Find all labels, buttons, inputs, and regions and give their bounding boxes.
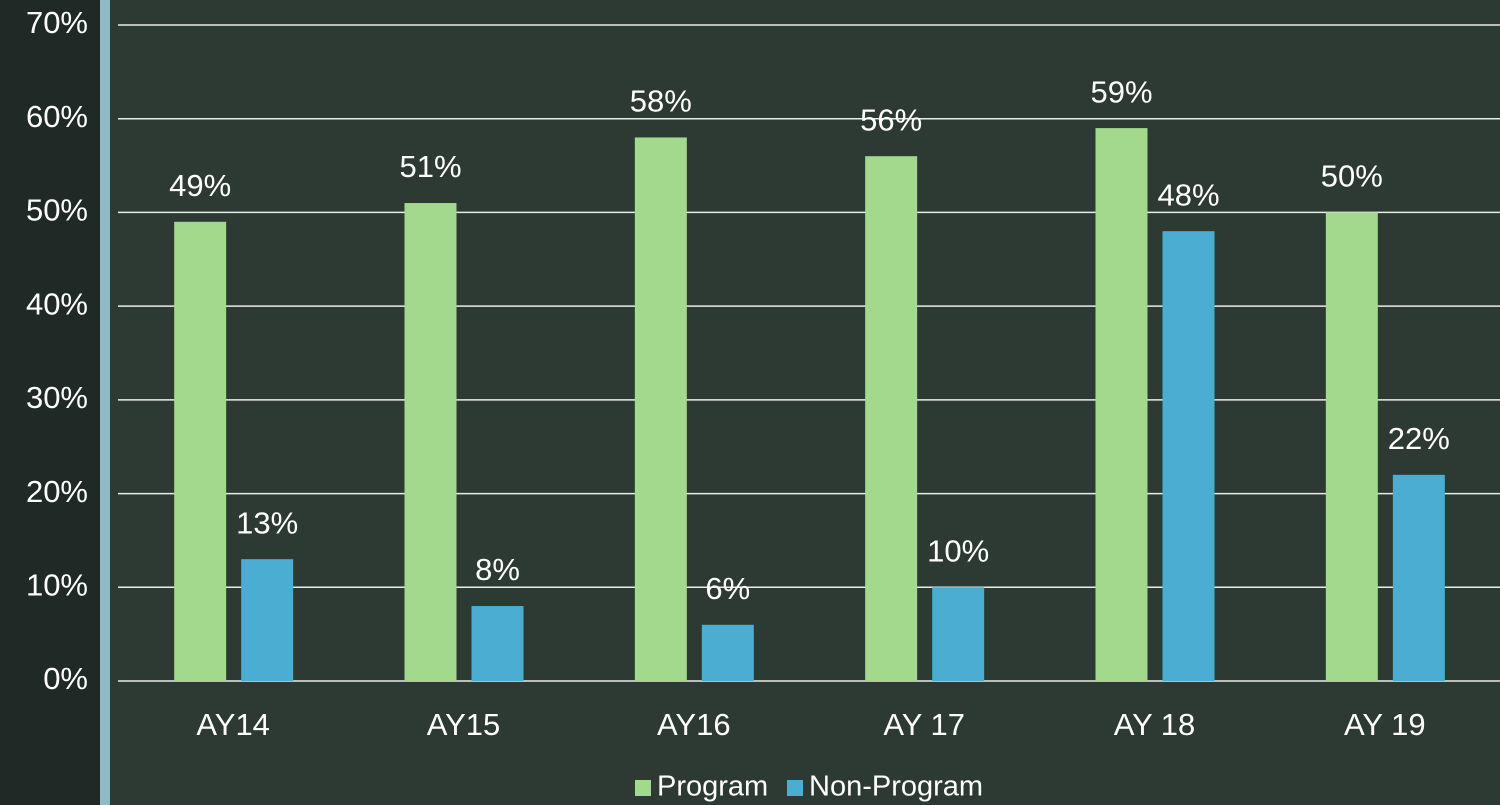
data-label: 49% <box>169 168 231 203</box>
x-tick-label: AY16 <box>657 707 731 742</box>
legend-label: Non-Program <box>809 771 983 803</box>
legend-swatch <box>635 780 651 796</box>
x-tick-label: AY15 <box>427 707 501 742</box>
x-tick-label: AY14 <box>196 707 270 742</box>
y-tick-label: 10% <box>26 567 88 602</box>
bar <box>241 559 294 681</box>
data-label: 50% <box>1321 159 1383 194</box>
data-label: 10% <box>927 533 989 568</box>
y-tick-label: 40% <box>26 286 88 321</box>
bar <box>1325 212 1378 681</box>
y-tick-label: 20% <box>26 474 88 509</box>
y-tick-label: 50% <box>26 193 88 228</box>
data-label: 13% <box>236 505 298 540</box>
bar <box>865 156 918 681</box>
bar <box>1392 474 1445 681</box>
x-tick-label: AY 17 <box>883 707 965 742</box>
legend-label: Program <box>657 771 768 803</box>
data-label: 51% <box>399 149 461 184</box>
x-tick-label: AY 19 <box>1344 707 1426 742</box>
y-tick-label: 70% <box>26 5 88 40</box>
bar <box>174 221 227 682</box>
bar <box>404 203 457 682</box>
bar <box>634 137 687 681</box>
x-tick-label: AY 18 <box>1114 707 1196 742</box>
bar <box>932 587 985 681</box>
bar <box>701 624 754 681</box>
data-label: 58% <box>630 84 692 119</box>
y-tick-label: 60% <box>26 99 88 134</box>
legend-swatch <box>787 780 803 796</box>
side-panel <box>0 0 100 805</box>
side-stripe <box>100 0 110 805</box>
data-label: 6% <box>705 571 750 606</box>
data-label: 22% <box>1388 421 1450 456</box>
data-label: 59% <box>1090 74 1152 109</box>
bar <box>1162 231 1215 681</box>
bar <box>1095 128 1148 682</box>
bar <box>471 606 524 681</box>
data-label: 48% <box>1157 177 1219 212</box>
data-label: 56% <box>860 102 922 137</box>
y-tick-label: 0% <box>43 661 88 696</box>
y-tick-label: 30% <box>26 380 88 415</box>
data-label: 8% <box>475 552 520 587</box>
